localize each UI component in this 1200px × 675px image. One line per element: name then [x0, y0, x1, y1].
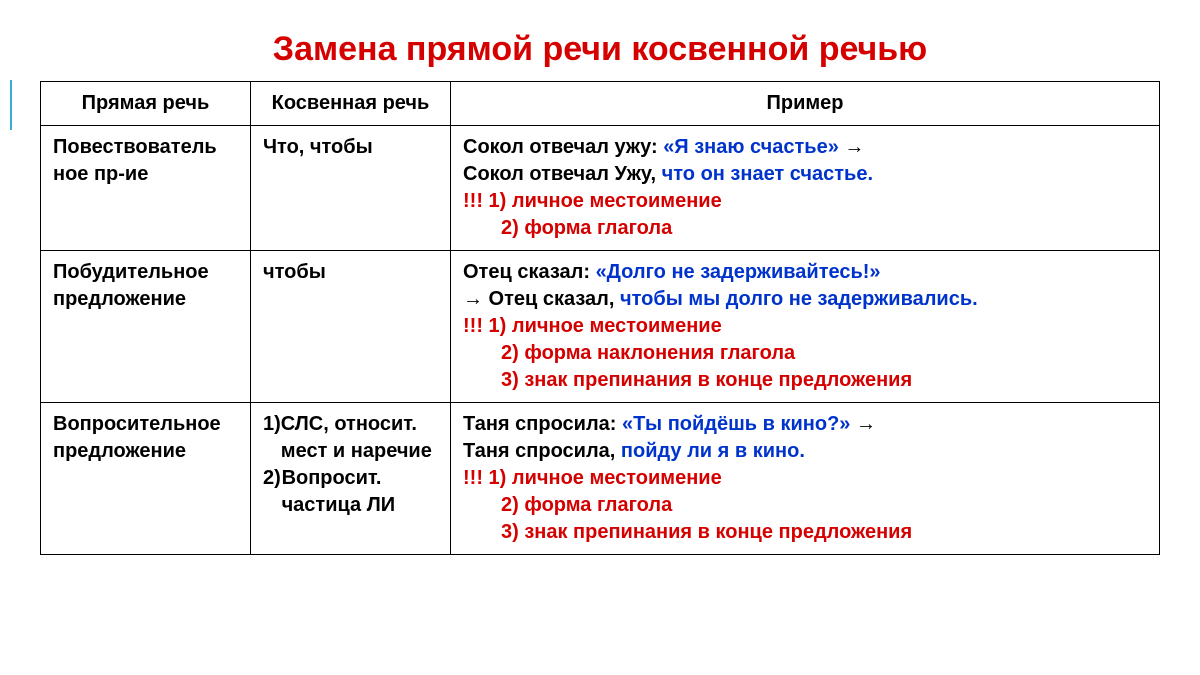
- example-intro: Отец сказал:: [463, 261, 596, 283]
- example-quote: «Я знаю счастье»: [663, 136, 839, 158]
- cell-indirect: 1)СЛС, относит. мест и наречие 2)Вопроси…: [251, 403, 451, 555]
- note-line: !!! 1) личное местоимение: [463, 467, 722, 489]
- cell-type: Вопросительное предложение: [41, 403, 251, 555]
- cell-indirect: чтобы: [251, 251, 451, 403]
- example-intro2: Таня спросила,: [463, 440, 621, 462]
- example-rewrite: пойду ли я в кино.: [621, 440, 805, 462]
- decorative-edge: [10, 80, 12, 130]
- example-intro: Таня спросила:: [463, 413, 622, 435]
- speech-table: Прямая речь Косвенная речь Пример Повест…: [40, 81, 1160, 555]
- indirect-option: Вопросит. частица ЛИ: [282, 465, 438, 519]
- cell-type: Побудительное предложение: [41, 251, 251, 403]
- indirect-option: СЛС, относит. мест и наречие: [281, 411, 438, 465]
- arrow-icon: →: [839, 136, 865, 158]
- note-line: 2) форма глагола: [501, 494, 672, 516]
- note-line: !!! 1) личное местоимение: [463, 315, 722, 337]
- example-intro2: → Отец сказал,: [463, 288, 620, 310]
- page-title: Замена прямой речи косвенной речью: [40, 30, 1160, 69]
- note-line: 2) форма глагола: [501, 217, 672, 239]
- cell-example: Таня спросила: «Ты пойдёшь в кино?» → Та…: [451, 403, 1160, 555]
- example-rewrite: чтобы мы долго не задерживались.: [620, 288, 978, 310]
- cell-example: Отец сказал: «Долго не задерживайтесь!» …: [451, 251, 1160, 403]
- note-line: !!! 1) личное местоимение: [463, 190, 722, 212]
- note-line: 3) знак препинания в конце предложения: [501, 369, 912, 391]
- example-intro: Сокол отвечал ужу:: [463, 136, 663, 158]
- example-quote: «Долго не задерживайтесь!»: [596, 261, 881, 283]
- table-row: Повествователь ное пр-ие Что, чтобы Соко…: [41, 126, 1160, 251]
- table-header-row: Прямая речь Косвенная речь Пример: [41, 82, 1160, 126]
- example-quote: «Ты пойдёшь в кино?»: [622, 413, 850, 435]
- cell-example: Сокол отвечал ужу: «Я знаю счастье» → Со…: [451, 126, 1160, 251]
- note-line: 2) форма наклонения глагола: [501, 342, 795, 364]
- table-row: Вопросительное предложение 1)СЛС, относи…: [41, 403, 1160, 555]
- col-header-example: Пример: [451, 82, 1160, 126]
- cell-type: Повествователь ное пр-ие: [41, 126, 251, 251]
- col-header-indirect: Косвенная речь: [251, 82, 451, 126]
- table-row: Побудительное предложение чтобы Отец ска…: [41, 251, 1160, 403]
- arrow-icon: →: [850, 413, 876, 435]
- example-rewrite: что он знает счастье.: [662, 163, 873, 185]
- cell-indirect: Что, чтобы: [251, 126, 451, 251]
- col-header-direct: Прямая речь: [41, 82, 251, 126]
- note-line: 3) знак препинания в конце предложения: [501, 521, 912, 543]
- example-intro2: Сокол отвечал Ужу,: [463, 163, 662, 185]
